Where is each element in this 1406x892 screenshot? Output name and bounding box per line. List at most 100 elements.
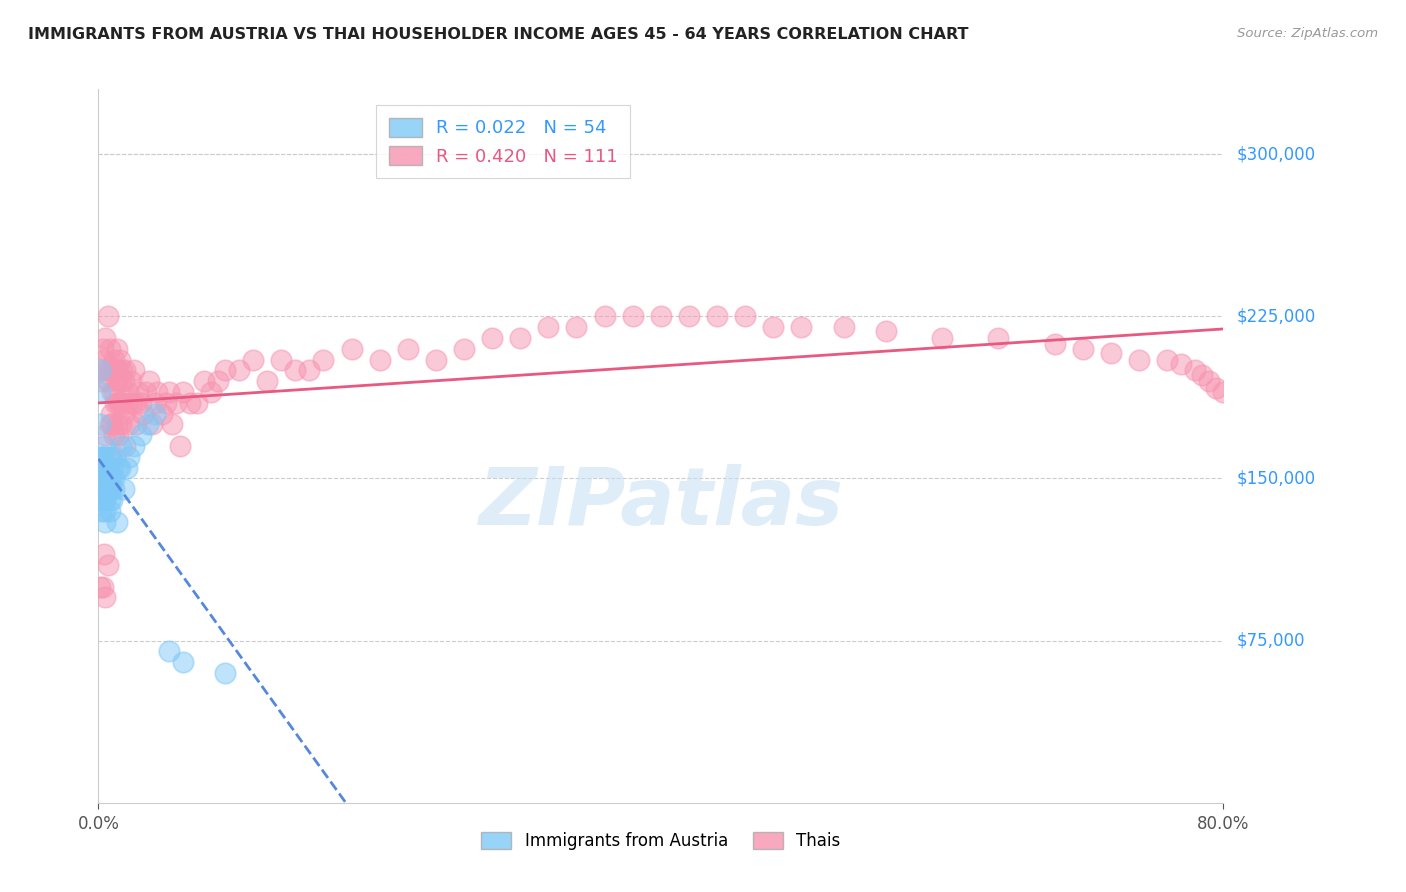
Point	[112, 407, 135, 421]
Point	[91, 460, 114, 475]
Point	[111, 396, 134, 410]
Point	[105, 374, 128, 388]
Point	[112, 374, 135, 388]
Point	[97, 310, 120, 324]
Point	[396, 342, 419, 356]
Point	[118, 417, 141, 432]
Point	[509, 331, 531, 345]
Point	[186, 396, 208, 410]
Point	[120, 374, 142, 388]
Point	[101, 460, 124, 475]
Point	[1099, 346, 1122, 360]
Point	[91, 471, 114, 485]
Point	[193, 374, 215, 388]
Point	[537, 320, 560, 334]
Point	[94, 591, 117, 605]
Point	[91, 482, 114, 496]
Point	[101, 417, 124, 432]
Point	[987, 331, 1010, 345]
Point	[94, 482, 117, 496]
Point	[96, 363, 118, 377]
Point	[91, 450, 114, 464]
Point	[107, 428, 129, 442]
Point	[832, 320, 855, 334]
Point	[94, 331, 117, 345]
Point	[143, 407, 166, 421]
Point	[115, 396, 138, 410]
Text: Source: ZipAtlas.com: Source: ZipAtlas.com	[1237, 27, 1378, 40]
Point	[111, 363, 134, 377]
Point	[138, 374, 160, 388]
Point	[425, 352, 447, 367]
Point	[135, 384, 157, 399]
Point	[734, 310, 756, 324]
Point	[706, 310, 728, 324]
Point	[284, 363, 307, 377]
Point	[117, 384, 139, 399]
Point	[93, 460, 115, 475]
Point	[104, 396, 127, 410]
Point	[97, 450, 120, 464]
Point	[97, 558, 120, 572]
Point	[160, 417, 183, 432]
Point	[100, 482, 122, 496]
Point	[90, 482, 112, 496]
Point	[105, 342, 128, 356]
Point	[256, 374, 278, 388]
Point	[107, 363, 129, 377]
Point	[103, 471, 125, 485]
Point	[110, 374, 132, 388]
Point	[214, 363, 236, 377]
Point	[312, 352, 335, 367]
Point	[108, 396, 131, 410]
Point	[93, 352, 115, 367]
Point	[90, 471, 112, 485]
Point	[172, 655, 194, 669]
Point	[155, 396, 177, 410]
Point	[172, 384, 194, 399]
Point	[678, 310, 700, 324]
Point	[1191, 368, 1213, 382]
Point	[98, 482, 121, 496]
Point	[97, 374, 120, 388]
Text: IMMIGRANTS FROM AUSTRIA VS THAI HOUSEHOLDER INCOME AGES 45 - 64 YEARS CORRELATIO: IMMIGRANTS FROM AUSTRIA VS THAI HOUSEHOL…	[28, 27, 969, 42]
Point	[96, 471, 118, 485]
Point	[90, 504, 112, 518]
Point	[214, 666, 236, 681]
Point	[98, 493, 121, 508]
Point	[368, 352, 391, 367]
Point	[101, 493, 124, 508]
Point	[89, 580, 111, 594]
Text: $225,000: $225,000	[1237, 307, 1316, 326]
Point	[90, 460, 112, 475]
Point	[143, 396, 166, 410]
Point	[298, 363, 321, 377]
Point	[94, 515, 117, 529]
Point	[118, 450, 141, 464]
Point	[98, 417, 121, 432]
Point	[621, 310, 644, 324]
Point	[104, 450, 127, 464]
Point	[93, 471, 115, 485]
Point	[98, 342, 121, 356]
Point	[97, 460, 120, 475]
Point	[90, 482, 112, 496]
Point	[228, 363, 250, 377]
Point	[112, 482, 135, 496]
Point	[90, 374, 112, 388]
Point	[96, 460, 118, 475]
Point	[122, 439, 145, 453]
Point	[94, 493, 117, 508]
Point	[114, 439, 136, 453]
Point	[1184, 363, 1206, 377]
Point	[1128, 352, 1150, 367]
Point	[89, 482, 111, 496]
Point	[1156, 352, 1178, 367]
Point	[91, 342, 114, 356]
Point	[1043, 337, 1066, 351]
Point	[453, 342, 475, 356]
Point	[89, 450, 111, 464]
Point	[132, 407, 155, 421]
Point	[115, 460, 138, 475]
Point	[121, 396, 143, 410]
